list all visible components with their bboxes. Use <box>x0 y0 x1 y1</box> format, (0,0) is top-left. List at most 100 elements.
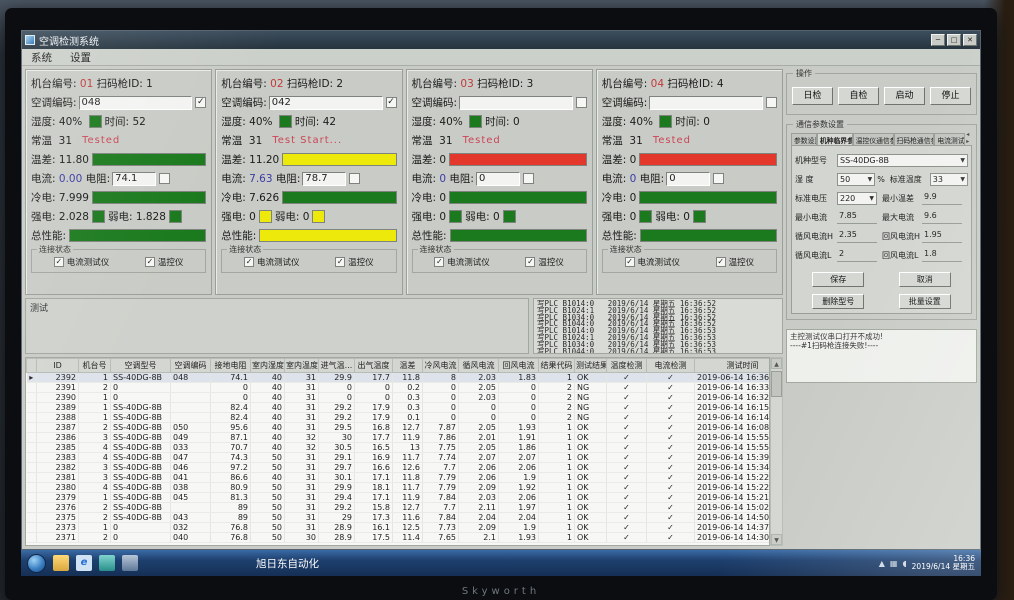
model-combobox[interactable]: SS-40DG-8B ▼ <box>837 154 968 167</box>
plc-log-list[interactable]: 写PLC B1014:0 2019/6/14 星期五 16:36:52 写PLC … <box>533 298 783 354</box>
current-tester-checkbox[interactable]: ✓ <box>624 257 635 267</box>
table-row[interactable]: 2383 4 SS-40DG-8B 047 74.3 50 31 29.1 16.9 11.7 7.… <box>26 452 769 463</box>
start-button-orb[interactable] <box>27 553 46 573</box>
circ-current-l-input[interactable]: 2 <box>837 249 877 262</box>
total-perf-bar <box>259 229 397 242</box>
menu-system[interactable]: 系统 <box>31 51 52 64</box>
cancel-button[interactable]: 取消 <box>898 272 951 287</box>
scroll-up-icon[interactable]: ▲ <box>771 358 782 369</box>
resistance-checkbox[interactable] <box>522 173 534 184</box>
tab-scroll-arrows[interactable]: ◂ ▸ <box>966 132 970 145</box>
test-list-box[interactable]: 测试 <box>25 298 529 354</box>
table-row[interactable]: 2386 3 SS-40DG-8B 049 87.1 40 32 30 17.7 11.9 7.86… <box>26 432 769 443</box>
table-row[interactable]: 2375 2 SS-40DG-8B 043 89 50 31 29 17.3 11.6 7.84 2.… <box>26 512 769 523</box>
scrollbar-thumb[interactable] <box>771 371 782 397</box>
station-panel-01: 机台编号: 01 扫码枪ID: 1 空调编码: 048 ✓ 湿度: 40% 时间: 52… <box>25 69 213 295</box>
app-shortcut-icon[interactable] <box>122 555 138 571</box>
resistance-checkbox[interactable] <box>349 173 361 184</box>
start-button[interactable]: 启动 <box>884 86 925 105</box>
table-row[interactable]: 2382 3 SS-40DG-8B 046 97.2 50 31 29.7 16.6 12.6 7.… <box>26 462 769 473</box>
std-temp-combobox[interactable]: 33 ▼ <box>929 173 968 186</box>
resistance-checkbox[interactable] <box>713 173 725 184</box>
table-row[interactable]: 2376 2 SS-40DG-8B 89 50 31 29.2 15.8 12.7 7.7 2.11… <box>26 502 769 513</box>
scroll-down-icon[interactable]: ▼ <box>771 534 782 545</box>
table-row[interactable]: ▸ 2392 1 SS-40DG-8B 048 74.1 40 31 29.9 17.7 11.8 8… <box>26 372 769 383</box>
current-tester-checkbox[interactable]: ✓ <box>244 257 255 267</box>
maximize-button[interactable]: □ <box>947 34 961 46</box>
max-current-input[interactable]: 9.6 <box>922 211 962 224</box>
temp-controller-checkbox[interactable]: ✓ <box>715 257 726 267</box>
table-row[interactable]: 2379 1 SS-40DG-8B 045 81.3 50 31 29.4 17.1 11.9 7.… <box>26 492 769 503</box>
min-diff-input[interactable]: 9.9 <box>922 192 962 205</box>
table-row[interactable]: 2391 2 0 0 40 31 0 0 0.2 0 2.05 0 2 NG ✓ ✓ 2019-06-14 16… <box>26 382 769 393</box>
ac-code-checkbox[interactable]: ✓ <box>195 97 207 108</box>
tray-clock[interactable]: 16:36 2019/6/14 星期五 <box>911 553 975 571</box>
col-header: 测试时间 <box>694 358 769 373</box>
ac-code-input[interactable] <box>459 95 573 110</box>
humidity-combobox[interactable]: 50 ▼ <box>837 173 876 186</box>
table-scrollbar[interactable]: ▲ ▼ <box>770 357 783 546</box>
ac-code-checkbox[interactable]: ✓ <box>385 97 397 108</box>
media-icon[interactable] <box>99 555 115 571</box>
voltage-label: 标准电压 <box>795 194 827 203</box>
current-tester-checkbox[interactable]: ✓ <box>434 257 445 267</box>
table-row[interactable]: 2390 1 0 0 40 31 0 0 0.3 0 2.03 0 2 NG ✓ ✓ 2019-06-14 16… <box>26 392 769 403</box>
table-row[interactable]: 2373 1 0 032 76.8 50 31 28.9 16.1 12.5 7.73 2.09 1.9… <box>26 522 769 533</box>
row-marker <box>26 432 37 443</box>
time-label: 时间: <box>485 116 510 128</box>
row-marker <box>26 532 37 543</box>
ac-code-checkbox[interactable] <box>575 97 587 108</box>
row-marker <box>26 442 37 453</box>
browser-icon[interactable]: e <box>76 555 92 571</box>
cold-bar <box>282 191 397 204</box>
table-row[interactable]: 2388 1 SS-40DG-8B 82.4 40 31 29.2 17.9 0.1 0 0 0 2 NG… <box>26 412 769 423</box>
humidity-unit: % <box>877 175 885 184</box>
self-check-button[interactable]: 自检 <box>838 86 879 105</box>
min-current-input[interactable]: 7.85 <box>837 211 877 224</box>
tab-param-setup[interactable]: 参数设置 <box>791 133 817 145</box>
table-header-row: ID 机台号 空调型号 空调编码 接地电阻 室内湿度 室内温度 进气温... 出气温度 温差 冷风电… <box>26 358 769 373</box>
row-marker <box>26 512 37 523</box>
temp-controller-checkbox[interactable]: ✓ <box>525 257 536 267</box>
table-row[interactable]: 2380 4 SS-40DG-8B 038 80.9 50 31 29.9 18.1 11.7 7.… <box>26 482 769 493</box>
resistance-checkbox[interactable] <box>159 173 171 184</box>
tab-model-limits[interactable]: 机种临界参数 <box>816 133 853 145</box>
tab-temp-comm[interactable]: 温控仪通信参数 <box>852 133 894 145</box>
tab-scanner-comm[interactable]: 扫码枪通信参数 <box>893 133 935 145</box>
ac-code-input[interactable] <box>649 95 763 110</box>
table-row[interactable]: 2371 2 0 040 76.8 50 30 28.9 17.5 11.4 7.65 2.1 1.93… <box>26 532 769 543</box>
voltage-combobox[interactable]: 220 ▼ <box>837 192 877 205</box>
table-row[interactable]: 2387 2 SS-40DG-8B 050 95.6 40 31 29.5 16.8 12.7 7.… <box>26 422 769 433</box>
current-tester-checkbox[interactable]: ✓ <box>53 257 64 267</box>
tab-current-tester[interactable]: 电流测试仪 <box>934 133 966 145</box>
ac-code-checkbox[interactable] <box>766 97 777 108</box>
resistance-input[interactable]: 0 <box>666 171 711 186</box>
ac-code-input[interactable]: 048 <box>78 95 193 110</box>
resistance-input[interactable]: 74.1 <box>112 171 157 186</box>
table-row[interactable]: 2389 1 SS-40DG-8B 82.4 40 31 29.2 17.9 0.3 0 0 0 2 NG… <box>26 402 769 413</box>
daily-check-button[interactable]: 日检 <box>792 86 833 105</box>
hidden-icons-icon[interactable]: ▲ <box>878 558 885 568</box>
resistance-input[interactable]: 78.7 <box>302 171 347 186</box>
delete-model-button[interactable]: 删除型号 <box>812 294 865 309</box>
batch-set-button[interactable]: 批量设置 <box>898 294 951 309</box>
volume-icon[interactable]: ◖ <box>902 558 907 568</box>
folder-icon[interactable] <box>53 555 69 571</box>
network-icon[interactable]: ▦ <box>889 558 898 568</box>
temp-controller-checkbox[interactable]: ✓ <box>144 257 155 267</box>
return-current-l-input[interactable]: 1.8 <box>922 249 962 262</box>
temp-diff-bar <box>639 153 777 166</box>
save-button[interactable]: 保存 <box>812 272 865 287</box>
close-button[interactable]: ✕ <box>963 34 977 46</box>
table-row[interactable]: 2385 4 SS-40DG-8B 033 70.7 40 32 30.5 16.5 13 7.75… <box>26 442 769 453</box>
stop-button[interactable]: 停止 <box>930 86 971 105</box>
screen: 空调检测系统 ─ □ ✕ 系统 设置 机台编号: 01 扫码枪ID: 1 空调编码… <box>21 30 981 576</box>
circ-current-h-input[interactable]: 2.35 <box>837 230 877 243</box>
temp-controller-checkbox[interactable]: ✓ <box>335 257 346 267</box>
ac-code-input[interactable]: 042 <box>268 95 383 110</box>
table-row[interactable]: 2381 3 SS-40DG-8B 041 86.6 40 31 30.1 17.1 11.8 7.… <box>26 472 769 483</box>
minimize-button[interactable]: ─ <box>931 34 945 46</box>
return-current-h-input[interactable]: 1.95 <box>922 230 962 243</box>
resistance-input[interactable]: 0 <box>475 171 520 186</box>
menu-settings[interactable]: 设置 <box>70 51 91 64</box>
